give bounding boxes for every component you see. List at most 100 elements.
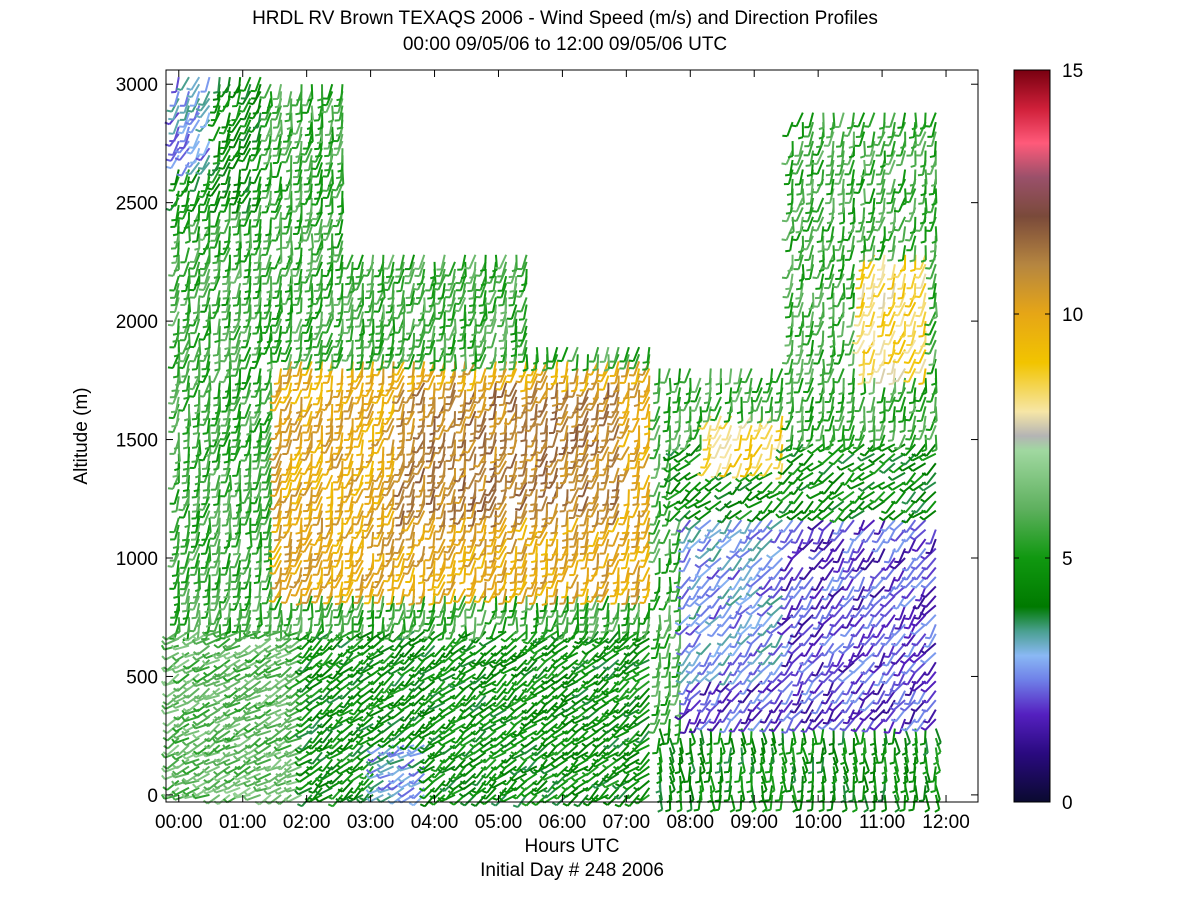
wind-barb-flag [397,792,403,798]
wind-barb-flag [232,524,239,528]
wind-barb-flag [400,697,406,702]
wind-barb-flag [451,676,457,681]
wind-barb-flag [195,107,202,112]
wind-barb-flag [201,681,207,687]
wind-barb-flag [181,790,187,796]
wind-barb-flag [239,359,245,362]
wind-barb-flag [274,339,280,343]
wind-barb [264,389,272,404]
wind-barb-flag [437,460,443,464]
wind-barb-flag [263,311,270,314]
wind-barb [255,140,262,156]
wind-barb-flag [412,472,418,476]
wind-barb [208,318,212,334]
wind-barb-flag [427,635,433,641]
wind-barb [203,560,211,575]
wind-barb-flag [183,226,189,230]
wind-barb-flag [397,453,403,457]
wind-barb-flag [408,801,415,807]
wind-barb-flag [290,366,296,370]
wind-barb-flag [191,697,197,703]
wind-barb [206,233,211,249]
wind-barb-flag [396,783,402,789]
wind-barb [215,538,221,554]
wind-barb [304,581,313,596]
wind-barb-flag [249,636,256,640]
wind-barb-flag [222,737,227,743]
wind-barb [202,90,211,106]
wind-barb-flag [215,638,221,642]
wind-barb-flag [229,203,235,206]
wind-barb-flag [327,467,333,472]
wind-barb-flag [173,595,179,599]
wind-barb [246,553,252,569]
wind-barb [204,694,220,701]
wind-barb [212,126,221,141]
wind-barb-flag [238,387,245,391]
wind-barb-flag [356,361,362,364]
wind-barb-flag [299,493,305,497]
wind-barb-flag [192,503,198,507]
wind-barb-flag [417,581,424,585]
wind-barb [187,446,191,462]
wind-barb-flag [252,730,258,737]
wind-barb-flag [443,487,450,490]
wind-barb-flag [392,579,398,583]
wind-barb [188,268,191,285]
wind-barb [269,219,272,235]
wind-barb [195,446,201,462]
wind-barb-flag [172,770,178,776]
wind-barb [247,786,262,796]
wind-barb-flag [214,410,221,415]
wind-barb-flag [283,631,289,637]
wind-barb-flag [295,204,301,208]
wind-barb-flag [260,125,266,128]
wind-barb-flag [437,446,444,450]
wind-barb-flag [397,686,403,691]
wind-barb-flag [205,624,212,628]
wind-barb [400,275,405,292]
wind-barb-flag [336,98,342,102]
wind-barb [228,354,232,370]
wind-barb-flag [356,700,362,706]
wind-barb-flag [238,109,244,113]
wind-barb [256,595,262,611]
wind-barb-flag [212,718,218,724]
wind-barb-flag [454,501,460,505]
wind-barb-flag [203,671,209,677]
wind-barb-flag [224,268,231,273]
wind-barb-flag [181,496,187,499]
wind-barb-flag [256,517,262,522]
wind-barb [257,439,262,455]
wind-barb-flag [433,302,439,306]
wind-barb-flag [222,676,228,682]
wind-barb-flag [192,595,199,599]
wind-barb-flag [321,487,327,490]
wind-barb-flag [458,439,464,442]
wind-barb-flag [245,439,251,443]
wind-barb-flag [381,507,387,511]
wind-barb-flag [428,510,435,514]
wind-barb [274,126,283,142]
wind-barb [225,304,231,320]
wind-barb [182,204,190,220]
wind-barb-flag [232,602,238,606]
wind-barb-flag [320,451,326,454]
wind-barb [442,510,446,526]
wind-barb [226,630,241,639]
wind-barb-flag [276,133,283,138]
wind-barb-flag [377,460,383,464]
wind-barb [247,439,252,455]
wind-barb-flag [167,323,174,327]
wind-barb [275,197,283,213]
wind-barb [223,218,231,234]
wind-barb [217,666,231,678]
wind-barb-flag [253,282,259,286]
wind-barb-flag [266,410,272,415]
wind-barb-flag [264,778,270,783]
wind-barb-flag [285,169,292,173]
wind-barb-flag [224,354,230,358]
wind-barb-flag [327,211,333,216]
wind-barb [298,268,303,284]
wind-barb [183,91,190,107]
